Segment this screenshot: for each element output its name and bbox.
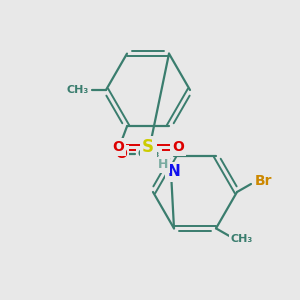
Text: O: O xyxy=(115,147,127,161)
Text: O: O xyxy=(112,140,124,154)
Text: O: O xyxy=(172,140,184,154)
Text: CH₃: CH₃ xyxy=(67,85,89,95)
Text: CH₃: CH₃ xyxy=(138,149,160,159)
Text: CH₃: CH₃ xyxy=(231,234,253,244)
Text: N: N xyxy=(168,164,180,179)
Text: H: H xyxy=(158,158,168,172)
Text: Br: Br xyxy=(254,174,272,188)
Text: S: S xyxy=(142,138,154,156)
